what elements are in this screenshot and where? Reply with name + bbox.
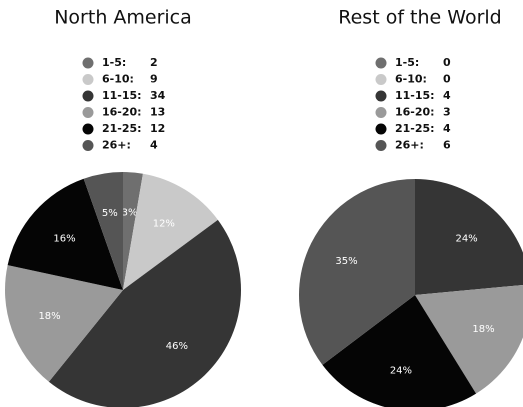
- legend-swatch: [82, 140, 94, 151]
- pie-slice: [7, 178, 123, 290]
- pie-slice: [83, 172, 123, 290]
- legend-value: 0: [443, 56, 451, 69]
- legend-value: 9: [150, 73, 158, 86]
- legend-swatch: [375, 123, 387, 135]
- pie-slice: [4, 265, 123, 382]
- legend-label: 6-10:: [102, 73, 134, 86]
- legend-swatch: [82, 123, 94, 135]
- legend-swatch: [82, 107, 94, 118]
- slice-label: 16%: [53, 234, 75, 245]
- legend-swatch: [375, 57, 387, 69]
- legend-label: 21-25:: [102, 122, 142, 135]
- legend-value: 4: [150, 139, 158, 152]
- legend-swatch: [82, 74, 94, 85]
- pie-slice: [322, 295, 477, 407]
- legend-value: 2: [150, 56, 158, 69]
- slice-label: 35%: [335, 256, 357, 267]
- pie-slice: [415, 284, 523, 394]
- legend-swatch: [82, 90, 94, 102]
- legend-label: 1-5:: [102, 56, 126, 69]
- legend-label: 26+:: [395, 139, 424, 152]
- slice-label: 18%: [472, 324, 494, 335]
- chart-title: Rest of the World: [338, 7, 501, 29]
- legend-swatch: [82, 57, 94, 69]
- legend-value: 12: [150, 122, 165, 135]
- legend-swatch: [375, 90, 387, 102]
- pie-slice: [123, 172, 143, 290]
- legend-value: 4: [443, 89, 451, 102]
- legend-label: 26+:: [102, 139, 131, 152]
- legend-label: 6-10:: [395, 73, 427, 86]
- pie-slice: [299, 179, 415, 365]
- slice-label: 24%: [390, 365, 412, 376]
- legend-label: 16-20:: [395, 106, 435, 119]
- legend-value: 4: [443, 122, 451, 135]
- pie-slice: [123, 173, 218, 290]
- legend-value: 0: [443, 73, 451, 86]
- slice-label: 12%: [153, 219, 175, 230]
- slice-label: 18%: [38, 311, 60, 322]
- pie-slice: [415, 179, 523, 295]
- legend-swatch: [375, 74, 387, 85]
- legend-label: 11-15:: [395, 89, 435, 102]
- legend-label: 11-15:: [102, 89, 142, 102]
- legend-value: 6: [443, 139, 451, 152]
- chart-title: North America: [54, 7, 192, 29]
- slice-label: 46%: [166, 341, 188, 352]
- legend-label: 1-5:: [395, 56, 419, 69]
- legend-value: 34: [150, 89, 166, 102]
- legend-swatch: [375, 140, 387, 151]
- slice-label: 5%: [102, 208, 118, 219]
- legend-label: 21-25:: [395, 122, 435, 135]
- legend-label: 16-20:: [102, 106, 142, 119]
- legend-value: 13: [150, 106, 165, 119]
- slice-label: 3%: [122, 207, 138, 218]
- legend-swatch: [375, 107, 387, 118]
- slice-label: 24%: [455, 233, 477, 244]
- pie-slice: [48, 219, 241, 407]
- legend-value: 3: [443, 106, 451, 119]
